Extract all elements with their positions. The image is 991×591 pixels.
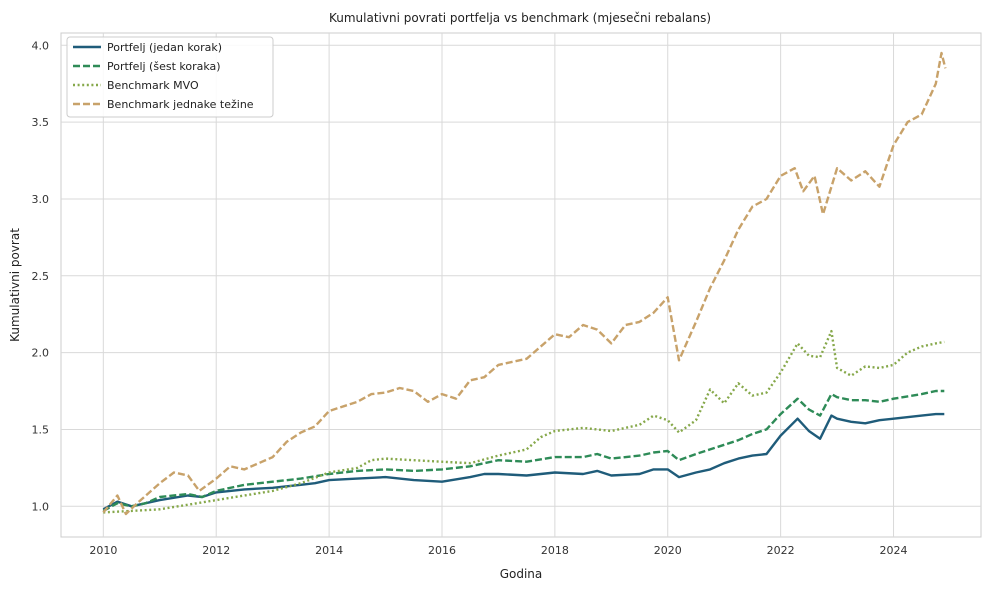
series-line-2 [102, 389, 945, 512]
x-axis-label: Godina [500, 567, 543, 581]
y-tick-label: 1.0 [32, 500, 50, 513]
x-tick-label: 2024 [880, 544, 908, 557]
y-tick-label: 2.0 [32, 347, 50, 360]
x-tick-label: 2012 [202, 544, 230, 557]
x-tick-label: 2010 [89, 544, 117, 557]
legend-label: Benchmark jednake težine [107, 98, 254, 111]
chart-title: Kumulativni povrati portfelja vs benchma… [329, 11, 711, 25]
x-tick-label: 2016 [428, 544, 456, 557]
legend-label: Portfelj (šest koraka) [107, 60, 221, 73]
series-lines [102, 51, 947, 516]
y-tick-label: 3.5 [32, 116, 50, 129]
x-tick-label: 2014 [315, 544, 343, 557]
x-tick-label: 2018 [541, 544, 569, 557]
legend-box [66, 36, 274, 118]
series-line-1 [102, 412, 945, 511]
y-tick-label: 1.5 [32, 423, 50, 436]
x-axis-ticks: 2010 2012 2014 2016 2018 2020 2022 2024 [89, 544, 907, 557]
y-tick-label: 2.5 [32, 270, 50, 283]
series-line-3 [103, 329, 945, 514]
y-axis-label: Kumulativni povrat [8, 228, 22, 342]
legend-label: Portfelj (jedan korak) [107, 41, 222, 54]
series-line-4 [102, 51, 947, 516]
y-tick-label: 3.0 [32, 193, 50, 206]
grid [61, 33, 981, 537]
legend: Portfelj (jedan korak) Portfelj (šest kor… [66, 36, 274, 118]
y-tick-label: 4.0 [32, 39, 50, 52]
legend-label: Benchmark MVO [107, 79, 199, 92]
x-tick-label: 2020 [654, 544, 682, 557]
y-axis-ticks: 1.0 1.5 2.0 2.5 3.0 3.5 4.0 [32, 39, 50, 513]
x-tick-label: 2022 [767, 544, 795, 557]
